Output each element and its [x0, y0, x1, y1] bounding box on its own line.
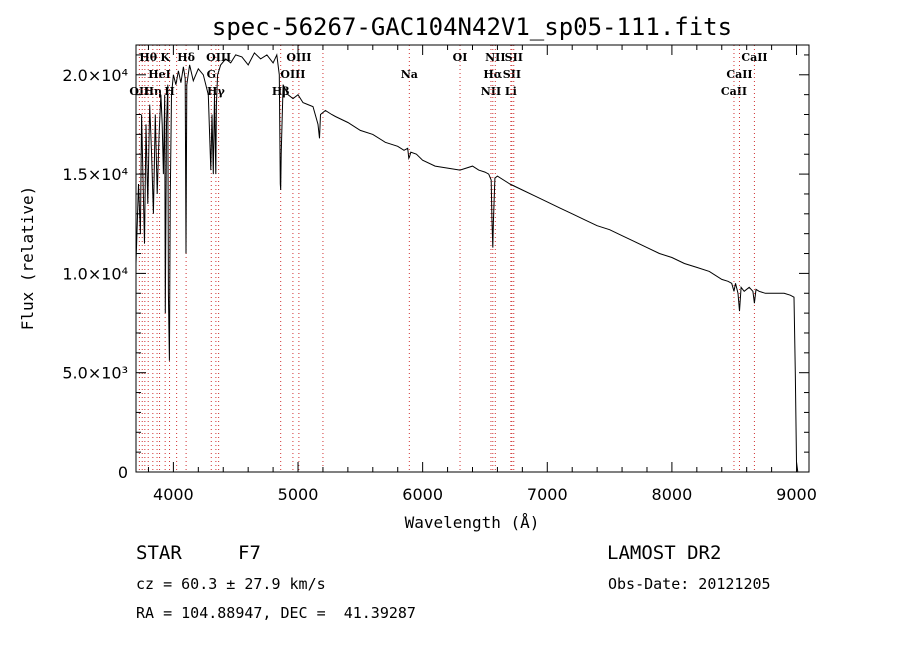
y-tick-label: 1.5×10⁴ — [62, 165, 128, 184]
line-marker-label: OIII — [280, 68, 305, 81]
x-tick-label: 6000 — [402, 485, 443, 504]
chart-title: spec-56267-GAC104N42V1_sp05-111.fits — [212, 13, 732, 41]
line-marker-label: Hα — [483, 68, 502, 81]
line-marker-label: Hγ — [207, 85, 225, 98]
line-marker-label: Li — [505, 85, 517, 98]
line-marker-label: CaII — [721, 85, 747, 98]
line-marker-label: NII — [485, 51, 505, 64]
line-marker-label: OIII — [286, 51, 311, 64]
line-marker-label: OIII — [206, 51, 231, 64]
class-label: STAR — [136, 542, 182, 564]
survey-label: LAMOST DR2 — [607, 542, 722, 564]
line-marker-label: OII — [129, 85, 149, 98]
y-tick-label: 5.0×10³ — [62, 364, 128, 383]
cz-value: cz = 60.3 ± 27.9 km/s — [136, 575, 326, 593]
line-marker-label: Hθ — [139, 51, 157, 64]
line-markers: OIIHθHηHeIKHHδGHγOIIIHβOIIIOIIINaOINIIHα… — [129, 45, 768, 472]
x-tick-label: 8000 — [652, 485, 693, 504]
y-tick-label: 1.0×10⁴ — [62, 264, 128, 283]
line-marker-label: CaII — [726, 68, 752, 81]
line-marker-label: K — [160, 51, 170, 64]
subclass-label: F7 — [238, 542, 261, 564]
plot-frame — [135, 44, 810, 473]
x-tick-label: 9000 — [776, 485, 817, 504]
y-axis: 0 5.0×10³ 1.0×10⁴ 1.5×10⁴ 2.0×10⁴ — [62, 54, 809, 482]
x-tick-label: 5000 — [278, 485, 319, 504]
x-tick-label: 4000 — [153, 485, 194, 504]
line-marker-label: Na — [401, 68, 418, 81]
spectrum-line — [135, 52, 799, 473]
line-marker-label: HeI — [148, 68, 171, 81]
line-marker-label: Hδ — [177, 51, 195, 64]
y-tick-label: 0 — [118, 463, 128, 482]
x-axis-label: Wavelength (Å) — [405, 513, 540, 532]
line-marker-label: SII — [505, 51, 523, 64]
x-axis: 4000 5000 6000 7000 8000 9000 — [147, 45, 817, 504]
x-tick-label: 7000 — [527, 485, 568, 504]
line-marker-label: SII — [503, 68, 521, 81]
obs-date: Obs-Date: 20121205 — [608, 575, 771, 593]
line-marker-label: H — [164, 85, 174, 98]
line-marker-label: Hη — [144, 85, 162, 98]
line-marker-label: NII — [481, 85, 501, 98]
line-marker-label: G — [207, 68, 216, 81]
ra-dec: RA = 104.88947, DEC = 41.39287 — [136, 604, 416, 622]
y-tick-label: 2.0×10⁴ — [62, 66, 128, 85]
line-marker-label: OI — [453, 51, 468, 64]
line-marker-label: CaII — [741, 51, 767, 64]
y-axis-label: Flux (relative) — [18, 186, 37, 331]
